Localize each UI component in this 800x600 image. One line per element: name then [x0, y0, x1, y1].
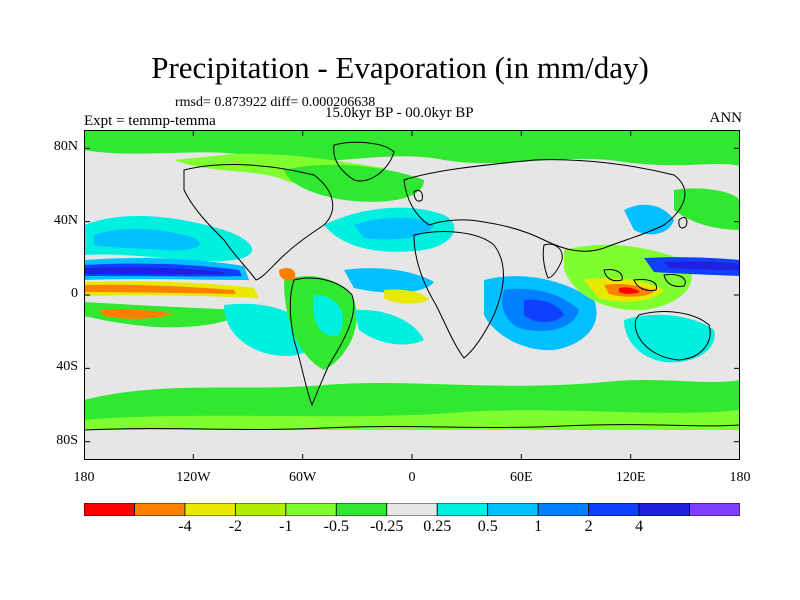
colorbar-swatch: [436, 503, 489, 516]
arctic-band: [84, 130, 740, 166]
lon-label: 180: [73, 470, 95, 485]
colorbar-label: 0.5: [477, 518, 498, 535]
colorbar-swatch: [184, 503, 236, 516]
colorbar-swatch: [84, 503, 135, 516]
lon-label: 60E: [510, 470, 533, 485]
colorbar-swatch: [134, 503, 186, 516]
lon-label: 0: [408, 470, 416, 485]
colorbar-label: -4: [178, 518, 192, 535]
colorbar-swatch: [234, 503, 287, 516]
colorbar-label: 2: [584, 518, 593, 535]
period-label: 15.0kyr BP - 00.0kyr BP: [325, 105, 474, 121]
colorbar-swatch: [487, 503, 539, 516]
lat-label: 40N: [53, 212, 78, 228]
colorbar-label: 4: [635, 518, 644, 535]
lon-label: 120E: [615, 470, 646, 485]
colorbar-swatch: [537, 503, 590, 516]
map-panel: [84, 130, 740, 460]
season-label: ANN: [709, 110, 743, 126]
colorbar-swatch: [588, 503, 640, 516]
plot-title: Precipitation - Evaporation (in mm/day): [151, 50, 649, 85]
lat-label: 80S: [56, 432, 78, 448]
experiment-label: Expt = temmp-temma: [84, 113, 216, 129]
colorbar-label: -0.25: [370, 518, 404, 535]
colorbar-label: -0.5: [323, 518, 349, 535]
colorbar-label: -2: [228, 518, 243, 535]
lat-label: 0: [71, 286, 78, 301]
equatorial-atlantic-anomaly: [344, 268, 434, 293]
lon-label: 180: [729, 470, 751, 485]
colorbar-swatch: [285, 503, 337, 516]
colorbar-swatch: [386, 503, 438, 516]
lon-label: 60W: [289, 470, 317, 485]
lat-label: 80N: [53, 139, 78, 155]
lat-label: 40S: [56, 359, 78, 375]
australia-anomaly: [624, 314, 715, 363]
stats-label: rmsd= 0.873922 diff= 0.000206638: [175, 95, 376, 110]
colorbar-label: 1: [534, 518, 543, 535]
colorbar: [84, 503, 740, 516]
colorbar-swatch: [638, 503, 690, 516]
lon-label: 120W: [176, 470, 211, 485]
colorbar-label: 0.25: [423, 518, 452, 535]
coastlines: [84, 141, 740, 431]
colorbar-swatch: [689, 503, 740, 516]
colorbar-swatch: [335, 503, 388, 516]
colorbar-label: -1: [279, 518, 293, 535]
